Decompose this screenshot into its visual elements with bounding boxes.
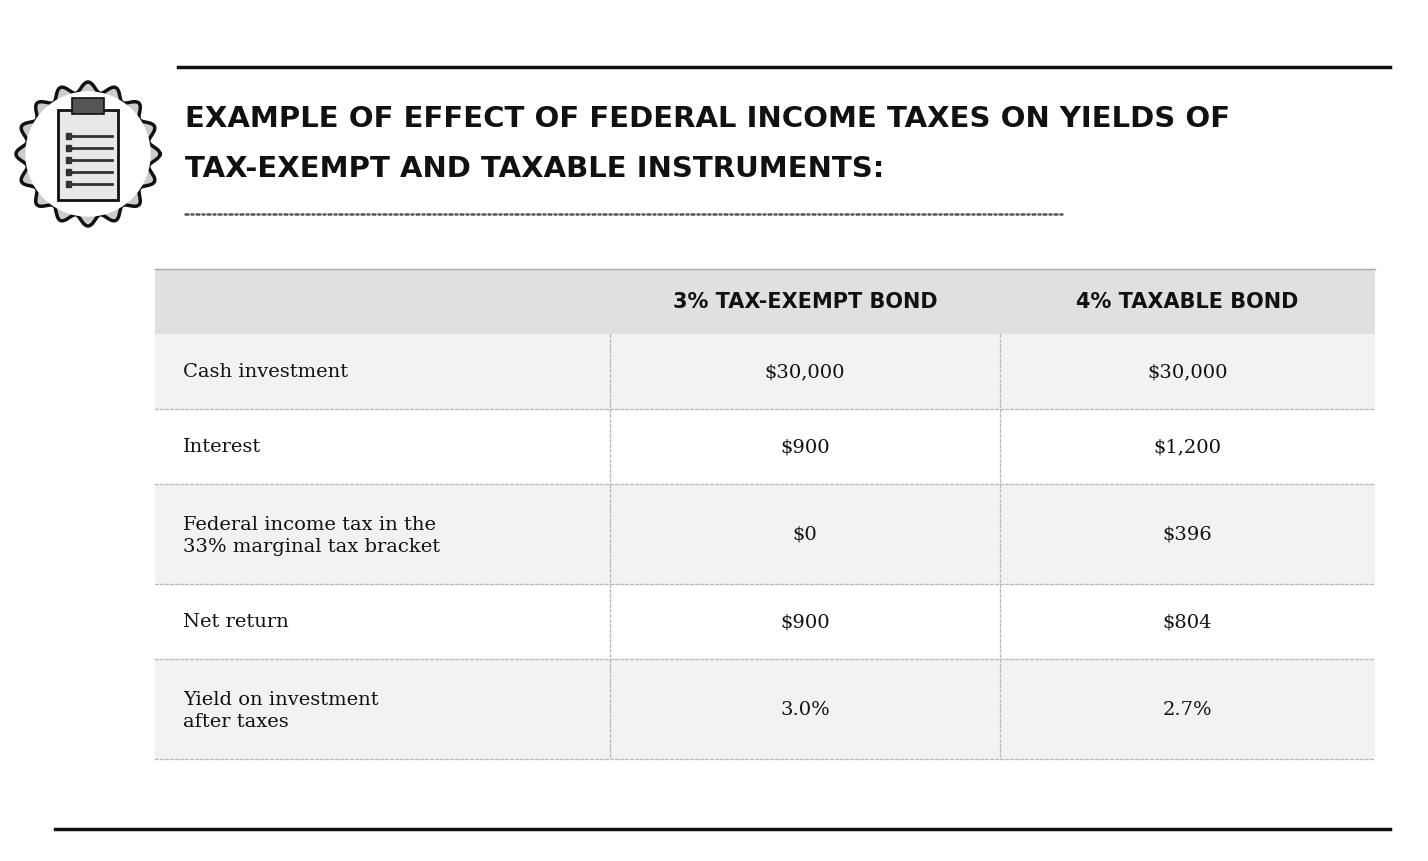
Polygon shape bbox=[71, 99, 104, 115]
Polygon shape bbox=[66, 158, 71, 164]
Text: 2.7%: 2.7% bbox=[1162, 700, 1212, 718]
FancyBboxPatch shape bbox=[156, 660, 1375, 759]
Polygon shape bbox=[66, 146, 71, 152]
FancyBboxPatch shape bbox=[156, 410, 1375, 485]
Text: $1,200: $1,200 bbox=[1154, 438, 1221, 456]
Polygon shape bbox=[66, 182, 71, 188]
FancyBboxPatch shape bbox=[156, 485, 1375, 585]
FancyBboxPatch shape bbox=[156, 269, 1375, 335]
Text: $30,000: $30,000 bbox=[1147, 363, 1228, 381]
Text: TAX-EXEMPT AND TAXABLE INSTRUMENTS:: TAX-EXEMPT AND TAXABLE INSTRUMENTS: bbox=[186, 155, 884, 183]
Polygon shape bbox=[16, 83, 160, 226]
Polygon shape bbox=[66, 133, 71, 139]
Text: Federal income tax in the: Federal income tax in the bbox=[183, 516, 436, 533]
Polygon shape bbox=[66, 170, 71, 176]
Text: EXAMPLE OF EFFECT OF FEDERAL INCOME TAXES ON YIELDS OF: EXAMPLE OF EFFECT OF FEDERAL INCOME TAXE… bbox=[186, 105, 1230, 133]
Text: Yield on investment: Yield on investment bbox=[183, 691, 378, 709]
Text: Net return: Net return bbox=[183, 613, 288, 631]
Text: $30,000: $30,000 bbox=[765, 363, 845, 381]
FancyBboxPatch shape bbox=[156, 335, 1375, 410]
Text: 3% TAX-EXEMPT BOND: 3% TAX-EXEMPT BOND bbox=[673, 292, 937, 313]
Text: 33% marginal tax bracket: 33% marginal tax bracket bbox=[183, 537, 440, 555]
FancyBboxPatch shape bbox=[156, 585, 1375, 660]
Text: $900: $900 bbox=[780, 613, 830, 631]
Text: $396: $396 bbox=[1162, 525, 1212, 543]
Text: Interest: Interest bbox=[183, 438, 261, 456]
Text: 3.0%: 3.0% bbox=[780, 700, 830, 718]
Text: Cash investment: Cash investment bbox=[183, 363, 348, 381]
Polygon shape bbox=[59, 111, 119, 201]
Polygon shape bbox=[26, 93, 150, 217]
Text: $0: $0 bbox=[793, 525, 817, 543]
Text: $900: $900 bbox=[780, 438, 830, 456]
Text: 4% TAXABLE BOND: 4% TAXABLE BOND bbox=[1077, 292, 1298, 313]
Text: $804: $804 bbox=[1162, 613, 1212, 631]
Text: after taxes: after taxes bbox=[183, 712, 288, 730]
